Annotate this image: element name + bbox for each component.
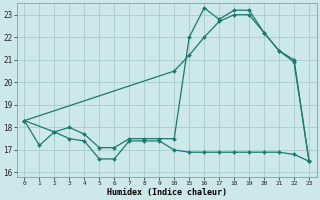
X-axis label: Humidex (Indice chaleur): Humidex (Indice chaleur) bbox=[107, 188, 227, 197]
